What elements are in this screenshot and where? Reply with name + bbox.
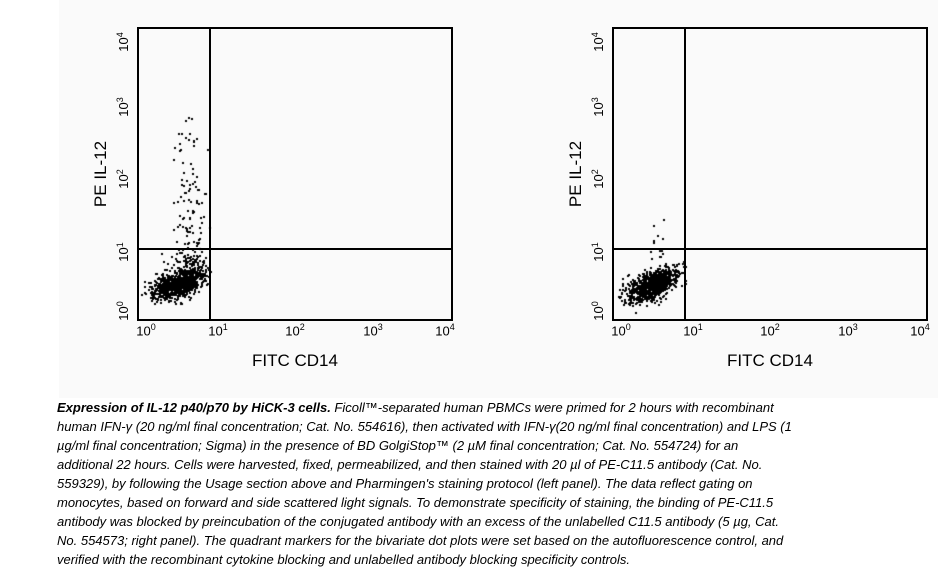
quadrant-marker-vertical [683,29,686,319]
x-tick-label-10e2: 102 [285,322,305,339]
x-tick-label-10e2: 102 [760,322,780,339]
y-tick-label-10e2: 102 [589,169,607,189]
y-tick-label-10e2: 102 [114,169,132,189]
dot-plot-right: PE IL-12 FITC CD14 100 101 102 103 104 100 10… [566,27,930,370]
x-tick-label-10e1: 101 [683,322,703,339]
y-tick-label-10e3: 103 [589,96,607,117]
figure-caption: Expression of IL-12 p40/p70 by HiCK-3 ce… [57,400,792,567]
x-tick-label-10e4: 104 [910,322,930,339]
y-tick-label-10e0: 100 [114,301,132,321]
flow-cytometry-figure: PE IL-12 FITC CD14 100 101 102 103 104 100 10… [59,0,938,398]
quadrant-marker-horizontal [139,247,451,250]
y-tick-label-10e1: 101 [589,241,607,262]
x-tick-label-10e0: 100 [611,322,631,339]
y-tick-label-10e4: 104 [589,32,607,52]
y-axis-label: PE IL-12 [566,140,585,208]
x-tick-label-10e4: 104 [435,322,455,339]
x-tick-label-10e1: 101 [208,322,228,339]
x-tick-label-10e3: 103 [838,322,858,339]
y-tick-label-10e1: 101 [114,241,132,262]
x-axis-label: FITC CD14 [727,351,813,370]
x-axis-label: FITC CD14 [252,351,338,370]
x-tick-label-10e3: 103 [363,322,383,339]
y-tick-label-10e3: 103 [114,96,132,117]
quadrant-marker-horizontal [614,247,926,250]
y-tick-label-10e4: 104 [114,32,132,52]
dot-plot-canvas [139,29,451,319]
dot-plot-canvas [614,29,926,319]
dot-plot-left: PE IL-12 FITC CD14 100 101 102 103 104 100 10… [91,27,455,370]
quadrant-marker-vertical [208,29,211,319]
x-tick-label-10e0: 100 [136,322,156,339]
y-axis-label: PE IL-12 [91,140,110,208]
y-tick-label-10e0: 100 [589,301,607,321]
